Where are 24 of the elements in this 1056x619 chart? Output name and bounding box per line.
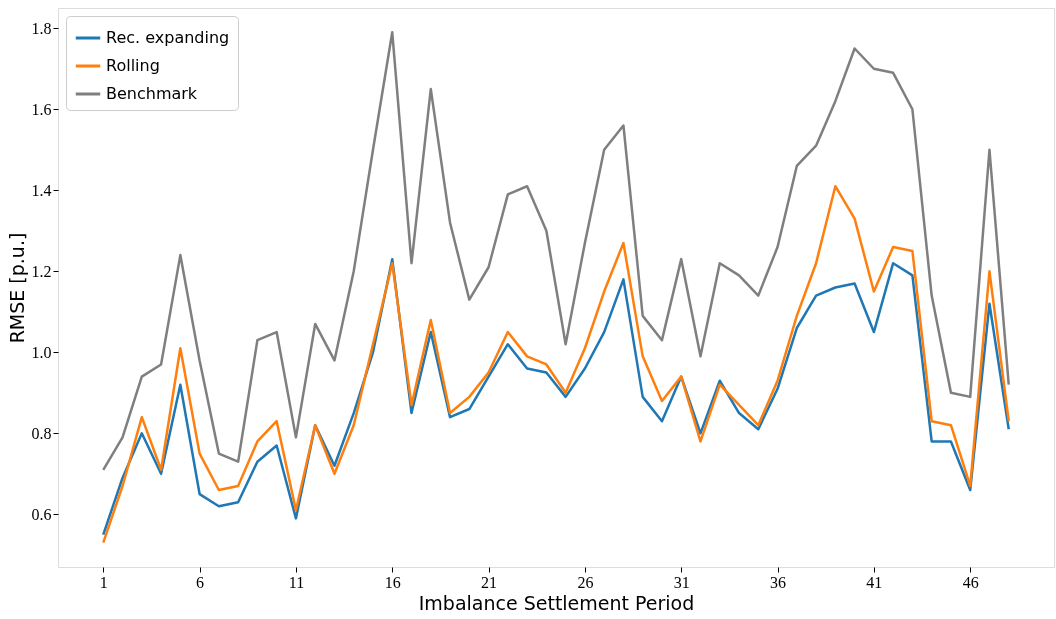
y-axis-title: RMSE [p.u.] (5, 232, 28, 344)
y-tick-label: 1.4 (31, 181, 52, 199)
x-tick-label: 21 (481, 573, 498, 591)
x-tick-label: 11 (288, 573, 305, 591)
x-tick-label: 6 (196, 573, 205, 591)
x-tick-label: 36 (770, 573, 787, 591)
legend-label: Rec. expanding (106, 28, 230, 47)
line-series (102, 184, 1010, 544)
legend-label: Rolling (106, 56, 160, 75)
y-tick-label: 1.6 (31, 100, 52, 118)
x-tick-label: 1 (99, 573, 108, 591)
x-tick-label: 41 (866, 573, 883, 591)
legend-label: Benchmark (106, 84, 198, 103)
x-tick-label: 31 (673, 573, 690, 591)
y-tick-label: 1.8 (31, 19, 52, 37)
y-tick-label: 1.0 (31, 343, 52, 361)
line-series (102, 31, 1010, 472)
y-tick-label: 0.8 (31, 424, 52, 442)
x-tick-label: 26 (577, 573, 594, 591)
x-tick-label: 16 (384, 573, 401, 591)
x-axis-title: Imbalance Settlement Period (418, 591, 695, 614)
y-tick-label: 1.2 (31, 262, 52, 280)
y-tick-label: 0.6 (31, 505, 52, 523)
x-tick-label: 46 (962, 573, 979, 591)
